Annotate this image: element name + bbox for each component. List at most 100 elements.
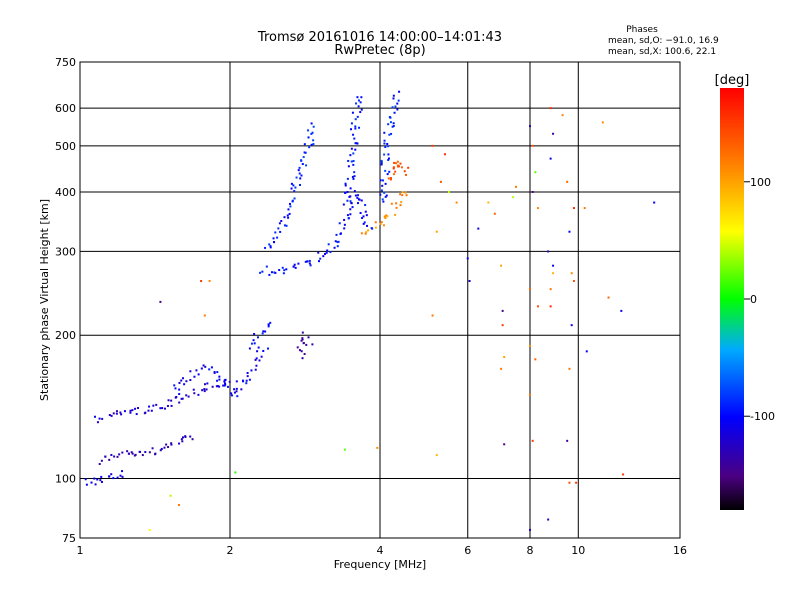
y-tick-label: 600: [55, 102, 76, 115]
data-point: [159, 449, 162, 452]
data-point: [173, 384, 176, 387]
data-point: [137, 407, 140, 410]
data-point: [308, 262, 311, 265]
data-point: [296, 346, 299, 349]
data-point: [392, 173, 395, 176]
data-point: [601, 121, 604, 124]
y-tick-label: 300: [55, 245, 76, 258]
data-point: [534, 358, 537, 361]
data-point: [380, 189, 383, 192]
data-point: [276, 236, 279, 239]
data-point: [354, 127, 357, 130]
data-point: [447, 190, 450, 193]
data-point: [233, 391, 236, 394]
data-point: [303, 353, 306, 356]
data-point: [392, 125, 395, 128]
data-point: [93, 415, 96, 418]
data-point: [130, 451, 133, 454]
data-point: [347, 159, 350, 162]
data-point: [235, 390, 238, 393]
data-point: [351, 111, 354, 114]
data-point: [381, 184, 384, 187]
data-point: [292, 265, 295, 268]
data-point: [566, 180, 569, 183]
data-point: [312, 139, 315, 142]
data-point: [347, 165, 350, 168]
data-point: [351, 175, 354, 178]
data-point: [290, 182, 293, 185]
data-point: [252, 339, 255, 342]
data-point: [349, 154, 352, 157]
data-point: [477, 227, 480, 230]
chart-subtitle: RwPretec (8p): [334, 43, 425, 58]
data-point: [346, 199, 349, 202]
data-point: [216, 371, 219, 374]
data-point: [246, 375, 249, 378]
data-point: [208, 368, 211, 371]
data-point: [307, 136, 310, 139]
data-point: [303, 151, 306, 154]
data-point: [380, 221, 383, 224]
data-point: [354, 148, 357, 151]
stats-heading: Phases: [626, 25, 658, 35]
data-point: [346, 190, 349, 193]
data-point: [115, 412, 118, 415]
data-point: [242, 379, 245, 382]
data-point: [383, 215, 386, 218]
data-point: [381, 179, 384, 182]
data-point: [96, 421, 99, 424]
data-point: [119, 474, 122, 477]
data-point: [177, 503, 180, 506]
data-point: [393, 111, 396, 114]
data-point: [108, 475, 111, 478]
data-point: [383, 142, 386, 145]
data-point: [256, 336, 259, 339]
data-point: [253, 342, 256, 345]
data-point: [404, 173, 407, 176]
data-point: [134, 453, 137, 456]
data-point: [309, 264, 312, 267]
data-point: [222, 384, 225, 387]
data-point: [583, 207, 586, 210]
data-point: [385, 214, 388, 217]
data-point: [288, 202, 291, 205]
chart-title: Tromsø 20161016 14:00:00–14:01:43: [257, 30, 502, 45]
data-point: [180, 438, 183, 441]
data-point: [334, 240, 337, 243]
data-point: [394, 213, 397, 216]
data-point: [294, 266, 297, 269]
data-point: [246, 372, 249, 375]
x-tick-label: 4: [377, 544, 384, 557]
data-point: [208, 280, 211, 283]
data-point: [270, 271, 273, 274]
data-point: [112, 477, 115, 480]
data-point: [269, 245, 272, 248]
data-points: [84, 90, 656, 531]
data-point: [152, 404, 155, 407]
data-point: [350, 160, 353, 163]
data-point: [193, 375, 196, 378]
data-point: [333, 246, 336, 249]
data-point: [468, 280, 471, 283]
data-point: [96, 478, 99, 481]
data-point: [131, 452, 134, 455]
data-point: [203, 383, 206, 386]
data-point: [310, 132, 313, 135]
data-point: [385, 194, 388, 197]
data-point: [466, 257, 469, 260]
data-point: [552, 272, 555, 275]
data-point: [326, 249, 329, 252]
data-point: [301, 337, 304, 340]
data-point: [90, 481, 93, 484]
data-point: [255, 364, 258, 367]
data-point: [358, 126, 361, 129]
data-point: [344, 184, 347, 187]
data-point: [317, 251, 320, 254]
data-point: [305, 343, 308, 346]
data-point: [185, 394, 188, 397]
data-point: [354, 118, 357, 121]
data-point: [245, 382, 248, 385]
x-tick-label: 1: [77, 544, 84, 557]
data-point: [353, 175, 356, 178]
